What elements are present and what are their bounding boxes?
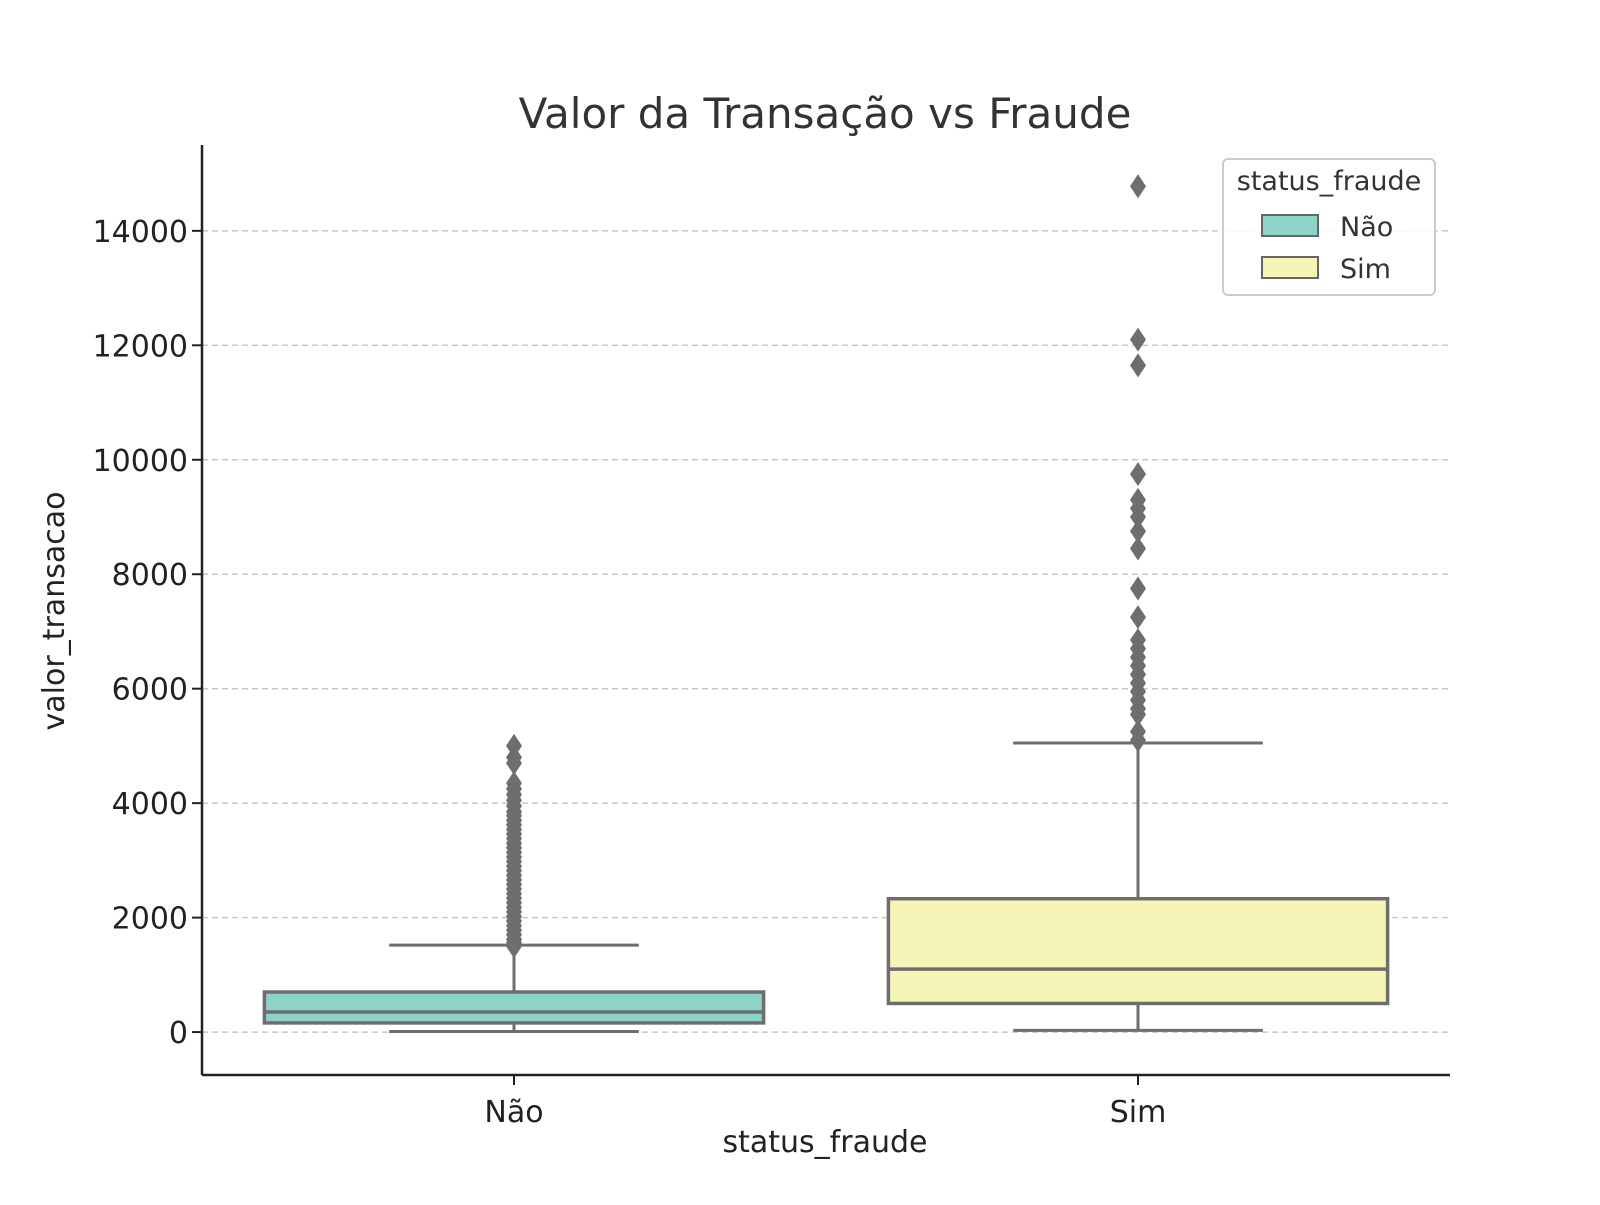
outlier-1-21 bbox=[1130, 327, 1146, 352]
outlier-1-15 bbox=[1130, 519, 1146, 544]
y-tick-label-14000: 14000 bbox=[93, 215, 188, 250]
outlier-1-18 bbox=[1130, 487, 1146, 512]
legend: status_fraude Não Sim bbox=[1222, 158, 1436, 296]
y-axis-label: valor_transacao bbox=[37, 492, 72, 731]
legend-label-sim: Sim bbox=[1340, 254, 1391, 285]
outlier-1-1 bbox=[1130, 719, 1146, 744]
outlier-0-38 bbox=[506, 733, 522, 758]
y-tick-label-12000: 12000 bbox=[93, 329, 188, 364]
outlier-1-20 bbox=[1130, 353, 1146, 378]
x-axis-label: status_fraude bbox=[723, 1125, 928, 1160]
x-tick-label-1: Sim bbox=[1110, 1095, 1167, 1130]
y-tick-label-4000: 4000 bbox=[112, 787, 188, 822]
legend-swatch-nao bbox=[1261, 214, 1319, 237]
y-tick-label-0: 0 bbox=[169, 1016, 188, 1051]
outlier-1-12 bbox=[1130, 605, 1146, 630]
box-1 bbox=[886, 896, 1390, 1006]
legend-title: status_fraude bbox=[1237, 166, 1421, 197]
outlier-1-19 bbox=[1130, 462, 1146, 487]
axes: 0 2000 4000 6000 8000 10000 12000 14000 Não Sim bbox=[93, 145, 1450, 1130]
outlier-1-13 bbox=[1130, 576, 1146, 601]
box-group-1 bbox=[886, 174, 1390, 1032]
outlier-1-22 bbox=[1130, 174, 1146, 199]
y-tick-label-8000: 8000 bbox=[112, 558, 188, 593]
boxes bbox=[262, 174, 1390, 1034]
y-tick-label-6000: 6000 bbox=[112, 673, 188, 708]
box-0 bbox=[262, 990, 766, 1025]
chart-title: Valor da Transação vs Fraude bbox=[519, 89, 1132, 138]
legend-label-nao: Não bbox=[1340, 212, 1393, 243]
x-tick-label-0: Não bbox=[484, 1095, 543, 1130]
legend-swatch-sim bbox=[1261, 256, 1319, 279]
box-group-0 bbox=[262, 733, 766, 1034]
y-tick-label-10000: 10000 bbox=[93, 444, 188, 479]
outlier-1-11 bbox=[1130, 628, 1146, 653]
y-tick-label-2000: 2000 bbox=[112, 902, 188, 937]
outlier-1-14 bbox=[1130, 536, 1146, 561]
outlier-0-35 bbox=[506, 771, 522, 796]
